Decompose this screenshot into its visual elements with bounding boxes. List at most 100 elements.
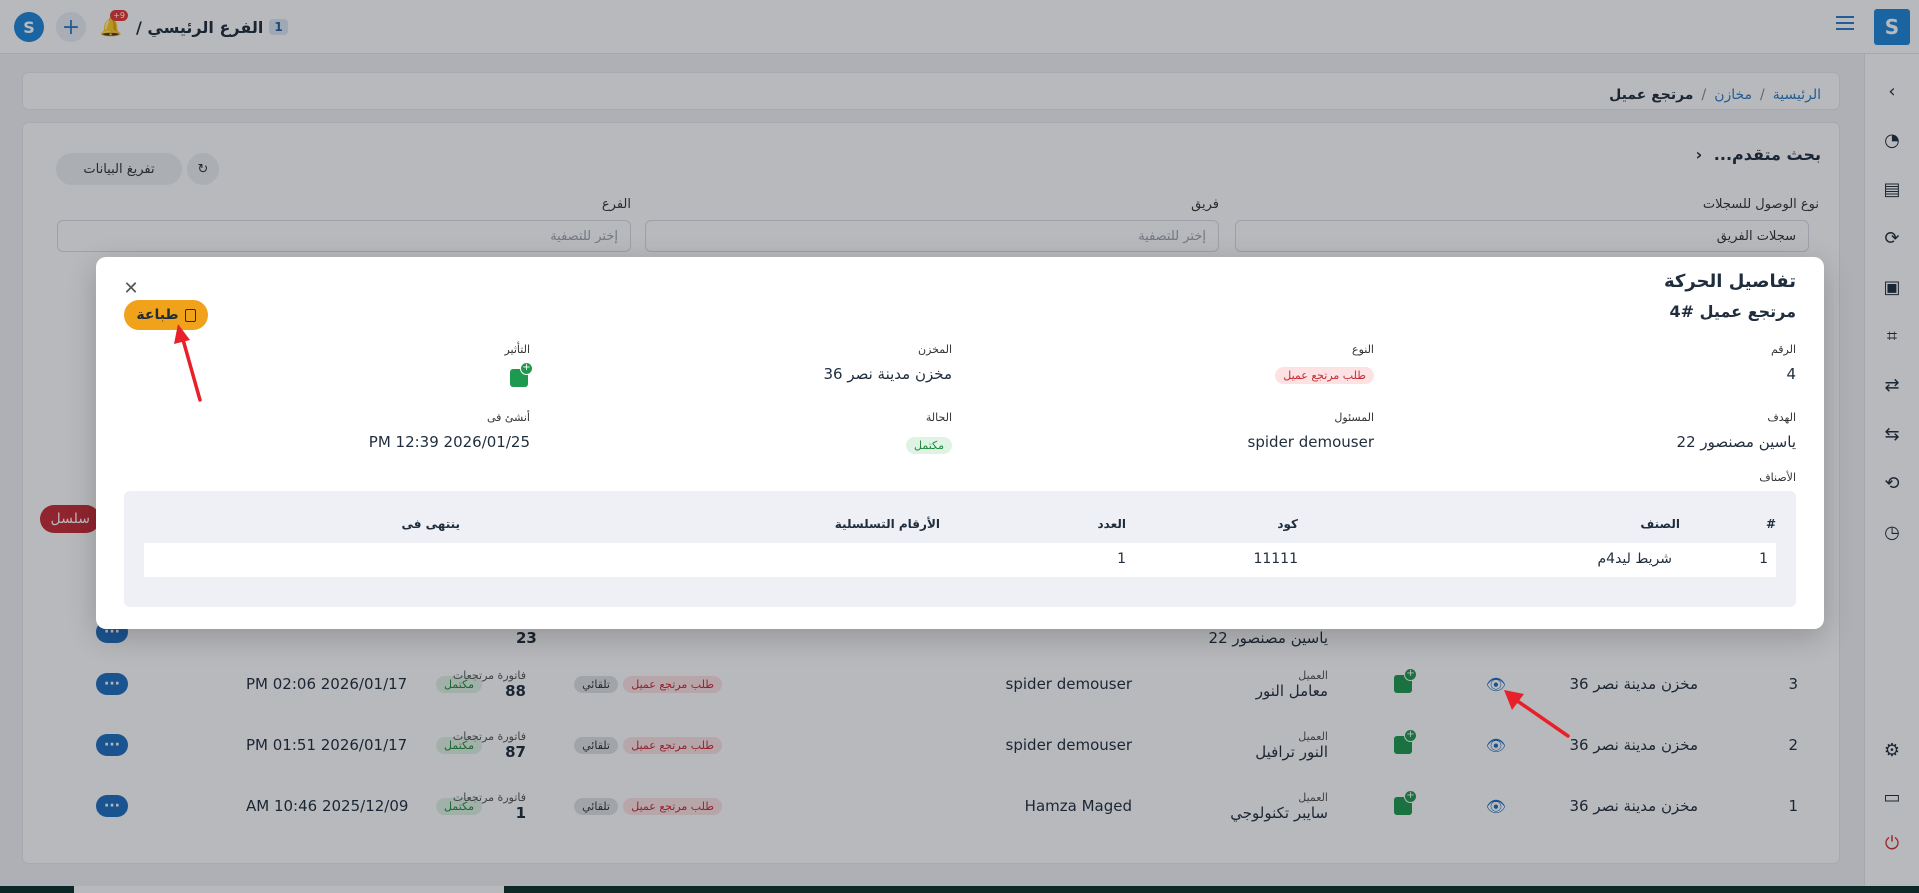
col-qty: العدد [1097, 517, 1126, 531]
item-code: 11111 [1253, 551, 1298, 567]
type-badge: طلب مرتجع عميل [1275, 367, 1374, 384]
items-table: # الصنف كود العدد الأرقام التسلسلية ينته… [124, 491, 1796, 607]
branch-label: الفرع [601, 197, 631, 212]
store-name: مخزن مدينة نصر 36 [1569, 675, 1698, 693]
brand-logo-icon: S [1874, 9, 1910, 45]
scan-icon[interactable]: ⌗ [1886, 325, 1898, 347]
type-badge: طلب مرتجع عميل [623, 675, 722, 693]
item-row: 1 شريط ليد4م 11111 1 [144, 543, 1776, 577]
more-actions-button[interactable]: ··· [96, 734, 128, 756]
invoice-number: 23 [516, 629, 537, 647]
clear-data-button[interactable]: تفريغ البيانات [56, 153, 182, 185]
client-name: معامل النور [1255, 681, 1328, 700]
chevron-left-icon[interactable]: ‹ [1888, 80, 1896, 102]
annotation-arrow-view [1504, 690, 1570, 738]
sync-icon[interactable]: ⟳ [1884, 227, 1900, 249]
breadcrumb-stores[interactable]: مخازن [1714, 87, 1753, 103]
date-time: PM 01:51 2026/01/17 [246, 736, 408, 754]
top-bar: S + 🔔 +9 1 الفرع الرئيسي / S [0, 0, 1919, 54]
status-badge: مكتمل [906, 437, 952, 454]
date-time: AM 10:46 2025/12/09 [246, 797, 409, 815]
responsible-value: spider demouser [1247, 433, 1374, 451]
chevron-icon: ‹ [1695, 145, 1703, 164]
col-serials: الأرقام التسلسلية [834, 517, 940, 531]
right-sidebar: ‹ ◔ ▤ ⟳ ▣ ⌗ ⇄ ⇆ ⟲ ◷ ⚙ ▭ ⏻ [1864, 54, 1919, 893]
advanced-search-title: بحث متقدم... [1713, 145, 1821, 164]
stock-in-icon [510, 362, 533, 387]
stock-in-icon [1394, 668, 1417, 693]
col-item: الصنف [1640, 517, 1680, 531]
breadcrumb-card: الرئيسية / مخازن / مرتجع عميل [22, 72, 1840, 110]
view-eye-icon[interactable]: 👁 [1485, 735, 1506, 755]
view-eye-icon[interactable]: 👁 [1485, 674, 1506, 694]
annotation-arrow-print [174, 324, 202, 402]
close-icon[interactable]: ✕ [123, 277, 139, 299]
mode-badge: تلقائي [574, 736, 618, 754]
col-num: # [1765, 517, 1776, 531]
register-icon[interactable]: ▣ [1883, 276, 1901, 298]
type-badge: طلب مرتجع عميل [623, 736, 722, 754]
warehouse-icon[interactable]: ▤ [1883, 178, 1901, 200]
access-type-select[interactable]: سجلات الفريق [1235, 220, 1809, 252]
client-label: العميل [1298, 729, 1328, 743]
modal-subtitle: مرتجع عميل #4 [1669, 302, 1796, 321]
view-eye-icon[interactable]: 👁 [1485, 796, 1506, 816]
invoice-number: 88 [505, 681, 526, 700]
window-icon[interactable]: ▭ [1883, 786, 1901, 808]
store-label: المخزن [917, 343, 952, 356]
type-label: النوع [1352, 343, 1374, 356]
team-label: فريق [1191, 197, 1219, 212]
power-icon[interactable]: ⏻ [1884, 832, 1900, 854]
reload-icon[interactable]: ↻ [187, 153, 219, 185]
invoice-label: فاتورة مرتجعات [452, 668, 526, 682]
col-expires: ينتهى فى [401, 517, 460, 531]
row-number: 3 [1788, 675, 1798, 693]
advanced-search-toggle[interactable]: بحث متقدم... ‹ [1696, 145, 1821, 164]
row-number: 1 [1788, 797, 1798, 815]
reports-icon[interactable]: ◷ [1884, 521, 1900, 543]
row-number: 2 [1788, 736, 1798, 754]
breadcrumb-home[interactable]: الرئيسية [1772, 87, 1821, 103]
number-label: الرقم [1770, 343, 1796, 356]
menu-icon[interactable] [1836, 16, 1854, 30]
dashboard-gauge-icon[interactable]: ◔ [1884, 129, 1900, 151]
breadcrumb-current: مرتجع عميل [1609, 87, 1694, 103]
items-label: الأصناف [1759, 471, 1796, 484]
responsible-name: spider demouser [1005, 736, 1132, 754]
modal-title: تفاصيل الحركة [1663, 271, 1796, 292]
bottom-strip [0, 886, 1919, 893]
serial-pill[interactable]: سلسل [40, 505, 100, 533]
print-button[interactable]: طباعة [124, 300, 208, 330]
item-num: 1 [1759, 551, 1768, 567]
invoice-number: 87 [505, 742, 526, 761]
client-label: العميل [1298, 790, 1328, 804]
type-badge: طلب مرتجع عميل [623, 797, 722, 815]
more-actions-button[interactable]: ··· [96, 795, 128, 817]
invoice-number: 1 [515, 803, 526, 822]
more-actions-button[interactable]: ··· [96, 673, 128, 695]
store-value: مخزن مدينة نصر 36 [823, 365, 952, 383]
settings-gear-icon[interactable]: ⚙ [1883, 739, 1901, 761]
branch-name: الفرع الرئيسي / [136, 17, 264, 37]
app-logo-icon[interactable]: S [14, 12, 44, 42]
transfer-icon[interactable]: ⇄ [1884, 374, 1900, 396]
client-name: النور ترافيل [1255, 742, 1328, 761]
notifications-button[interactable]: 🔔 +9 [98, 10, 128, 40]
add-button[interactable]: + [56, 12, 86, 42]
status-badge: مكتمل [436, 675, 482, 693]
col-code: كود [1277, 517, 1298, 531]
status-badge: مكتمل [436, 797, 482, 815]
movement-details-modal: تفاصيل الحركة مرتجع عميل #4 ✕ طباعة الرق… [96, 257, 1824, 629]
status-badge: مكتمل [436, 736, 482, 754]
branch-selector[interactable]: 1 الفرع الرئيسي / [136, 18, 288, 37]
team-select[interactable]: إختر للتصفية [645, 220, 1219, 252]
effect-label: التأثير [504, 343, 530, 356]
stock-in-icon [1394, 790, 1417, 815]
print-label: طباعة [136, 307, 179, 323]
number-value: 4 [1786, 365, 1796, 383]
refresh-icon[interactable]: ⟲ [1884, 472, 1900, 494]
transfer-out-icon[interactable]: ⇆ [1884, 423, 1900, 445]
branch-select[interactable]: إختر للتصفية [57, 220, 631, 252]
item-qty: 1 [1117, 551, 1126, 567]
responsible-name: spider demouser [1005, 675, 1132, 693]
